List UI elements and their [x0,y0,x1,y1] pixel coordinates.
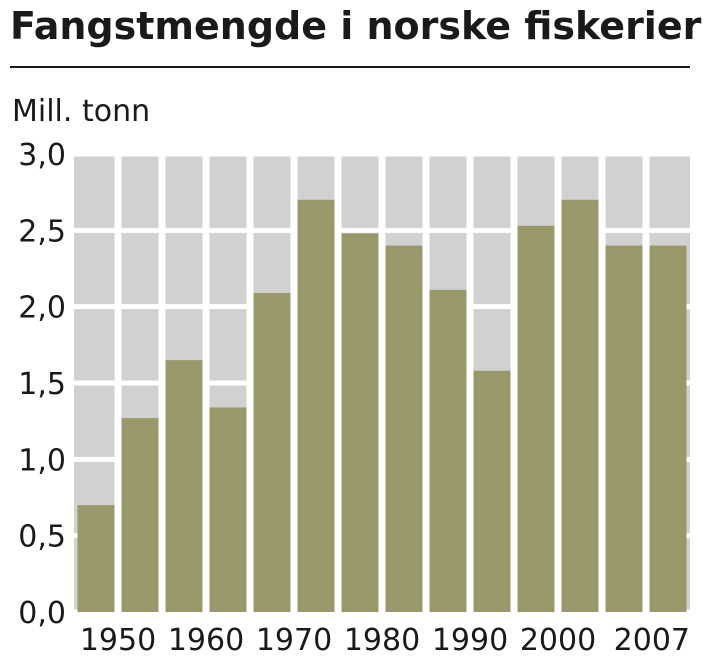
y-tick-label: 1,0 [18,443,66,478]
y-tick-labels: 0,0 0,5 1,0 1,5 2,0 2,5 3,0 [18,138,66,631]
bar-1980 [385,245,423,612]
bar-1990 [473,370,511,612]
bar-2000 [561,199,599,613]
y-tick-label: 2,5 [18,214,66,249]
bar-2005 [605,245,643,612]
x-tick-label: 2000 [520,623,596,658]
title-divider [10,66,690,68]
y-tick-label: 3,0 [18,138,66,173]
y-tick-label: 0,5 [18,520,66,555]
bar-1955 [165,360,203,612]
bar-1960 [209,407,247,612]
y-axis-unit-label: Mill. tonn [12,94,151,129]
x-tick-label: 1970 [256,623,332,658]
x-tick-label: 1990 [432,623,508,658]
bars [77,199,687,613]
y-tick-label: 0,0 [18,596,66,631]
bar-1985 [429,289,467,612]
bar-1995 [517,225,555,612]
x-tick-label: 1950 [80,623,156,658]
x-tick-label: 2007 [614,623,690,658]
x-tick-label: 1980 [344,623,420,658]
bar-1970 [297,199,335,613]
bar-1965 [253,292,291,612]
chart-title: Fangstmengde i norske fiskerier [10,4,702,48]
y-tick-label: 1,5 [18,367,66,402]
bar-1950 [121,418,159,612]
x-tick-label: 1960 [168,623,244,658]
bar-2007 [649,245,687,612]
x-tick-labels: 1950 1960 1970 1980 1990 2000 2007 [80,623,690,658]
bar-1975 [341,233,379,613]
bar-1945 [77,505,115,612]
y-tick-label: 2,0 [18,291,66,326]
